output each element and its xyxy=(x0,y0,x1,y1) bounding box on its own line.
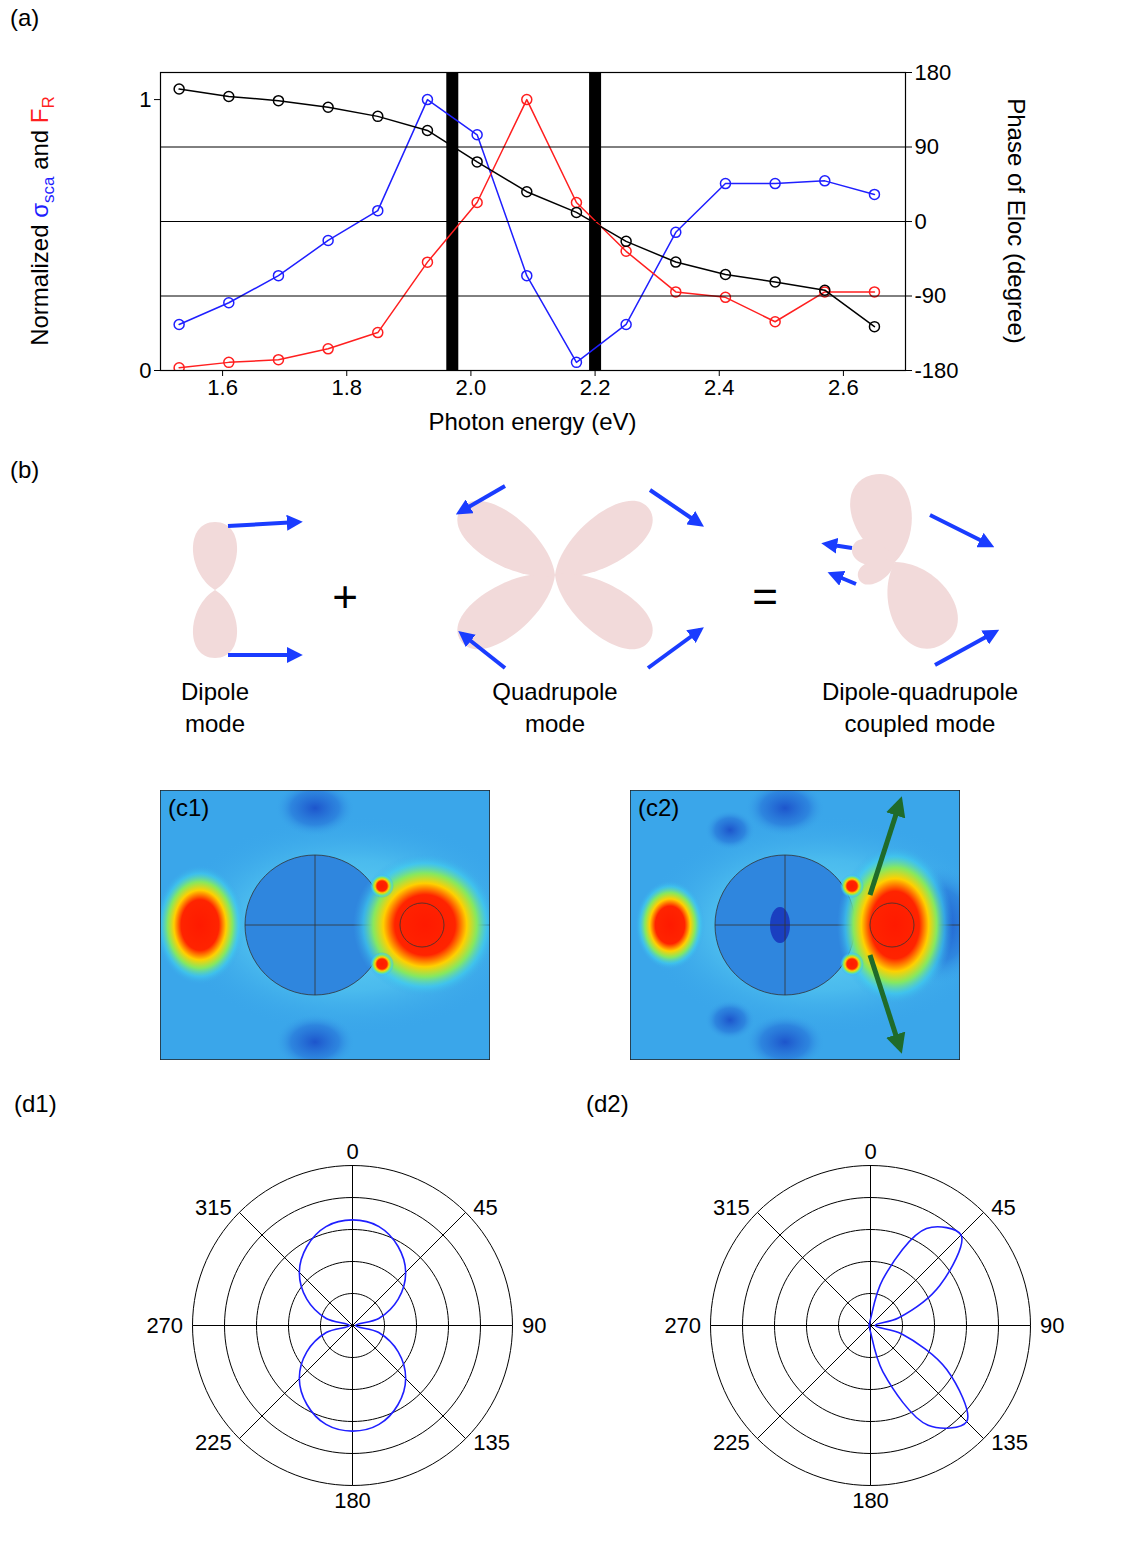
svg-text:90: 90 xyxy=(1040,1313,1064,1338)
svg-text:45: 45 xyxy=(991,1195,1015,1220)
svg-text:90: 90 xyxy=(915,134,939,159)
svg-text:180: 180 xyxy=(852,1488,889,1513)
svg-text:Dipolemode: Dipolemode xyxy=(181,678,249,737)
svg-text:180: 180 xyxy=(334,1488,371,1513)
svg-text:1.8: 1.8 xyxy=(331,375,362,400)
svg-text:270: 270 xyxy=(664,1313,701,1338)
svg-text:2.4: 2.4 xyxy=(704,375,735,400)
svg-text:2.2: 2.2 xyxy=(580,375,611,400)
svg-text:Quadrupolemode: Quadrupolemode xyxy=(492,678,617,737)
svg-text:-90: -90 xyxy=(915,283,947,308)
svg-text:(d1): (d1) xyxy=(14,1090,57,1117)
svg-text:135: 135 xyxy=(991,1430,1028,1455)
svg-text:180: 180 xyxy=(915,60,952,85)
svg-text:Phase of Eloc (degree): Phase of Eloc (degree) xyxy=(1003,98,1030,343)
svg-text:(b): (b) xyxy=(10,456,39,483)
svg-text:Photon energy (eV): Photon energy (eV) xyxy=(428,408,636,435)
svg-text:+: + xyxy=(332,572,358,621)
svg-text:225: 225 xyxy=(713,1430,750,1455)
svg-text:315: 315 xyxy=(713,1195,750,1220)
svg-text:(a): (a) xyxy=(10,4,39,31)
svg-text:1.6: 1.6 xyxy=(207,375,238,400)
svg-text:=: = xyxy=(752,572,778,621)
svg-text:0: 0 xyxy=(139,358,151,383)
svg-text:45: 45 xyxy=(473,1195,497,1220)
svg-text:0: 0 xyxy=(915,209,927,234)
svg-text:(d2): (d2) xyxy=(586,1090,629,1117)
svg-text:2.6: 2.6 xyxy=(828,375,859,400)
svg-text:(c1): (c1) xyxy=(168,794,209,821)
svg-text:315: 315 xyxy=(195,1195,232,1220)
svg-text:1: 1 xyxy=(139,87,151,112)
svg-text:(c2): (c2) xyxy=(638,794,679,821)
svg-text:0: 0 xyxy=(864,1139,876,1164)
svg-text:225: 225 xyxy=(195,1430,232,1455)
svg-text:Dipole-quadrupolecoupled mode: Dipole-quadrupolecoupled mode xyxy=(822,678,1018,737)
svg-text:0: 0 xyxy=(346,1139,358,1164)
svg-text:-180: -180 xyxy=(915,358,959,383)
svg-text:270: 270 xyxy=(146,1313,183,1338)
svg-text:2.0: 2.0 xyxy=(456,375,487,400)
svg-text:Normalized σsca and FR: Normalized σsca and FR xyxy=(26,96,58,346)
svg-text:90: 90 xyxy=(522,1313,546,1338)
svg-text:135: 135 xyxy=(473,1430,510,1455)
